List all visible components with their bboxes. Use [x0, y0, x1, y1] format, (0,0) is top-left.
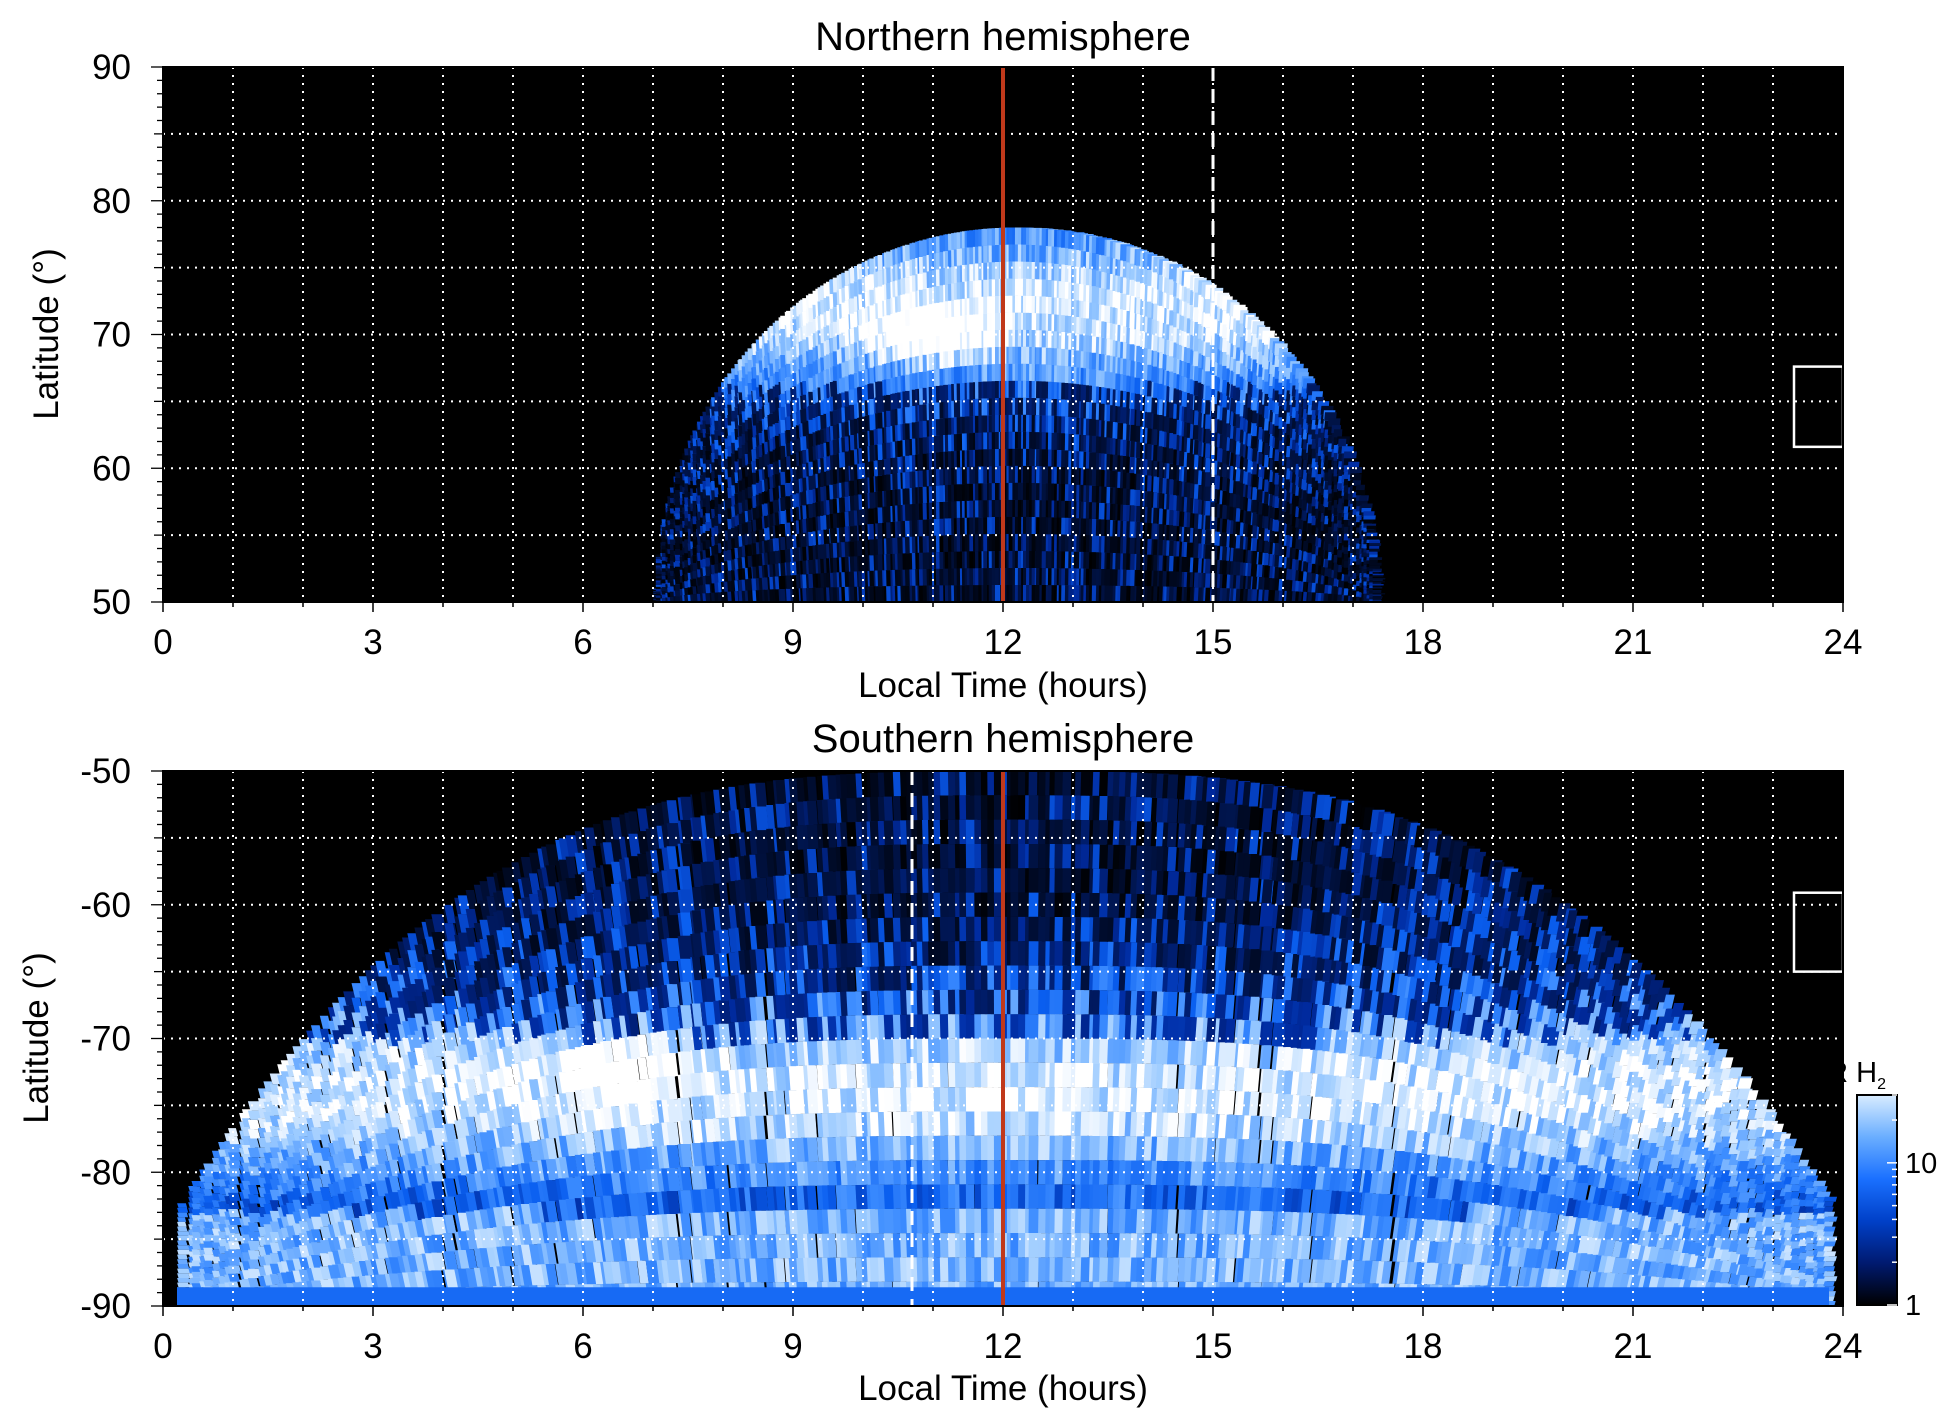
north-title: Northern hemisphere	[815, 15, 1191, 59]
north-intensity-map	[653, 227, 1386, 602]
northern-hemisphere-panel: Northern hemisphere 0 3 6 9 12 15 18 21 24908070…	[27, 15, 1862, 705]
